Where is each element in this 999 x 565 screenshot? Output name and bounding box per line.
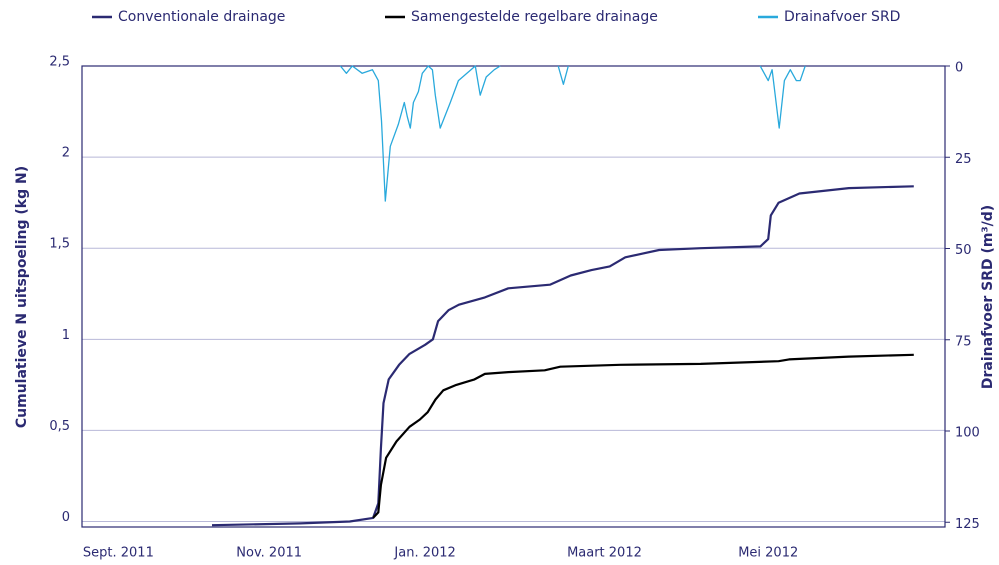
series-line bbox=[211, 185, 914, 527]
x-tick-label: Mei 2012 bbox=[738, 546, 798, 561]
x-tick-label: Nov. 2011 bbox=[236, 546, 302, 561]
plot-frame bbox=[81, 65, 946, 528]
legend-label: Drainafvoer SRD bbox=[784, 9, 900, 25]
y-tick-label: 2 bbox=[62, 146, 70, 161]
legend-label: Conventionale drainage bbox=[118, 9, 285, 25]
series-line bbox=[339, 65, 806, 202]
y2-tick-label: 100 bbox=[955, 426, 980, 441]
y2-tick-label: 75 bbox=[955, 334, 972, 349]
x-tick-label: Maart 2012 bbox=[567, 546, 642, 561]
y2-axis-label: Drainafvoer SRD (m³/d) bbox=[980, 205, 996, 389]
legend-label: Samengestelde regelbare drainage bbox=[411, 9, 658, 25]
y2-tick-label: 25 bbox=[955, 152, 972, 167]
x-tick-label: Jan. 2012 bbox=[393, 546, 455, 561]
y-tick-label: 0,5 bbox=[49, 419, 70, 434]
y-tick-label: 1 bbox=[62, 328, 70, 343]
y-axis-label: Cumulatieve N uitspoeling (kg N) bbox=[14, 166, 30, 428]
x-tick-label: Sept. 2011 bbox=[83, 546, 154, 561]
y-tick-label: 0 bbox=[62, 510, 70, 525]
y-tick-label: 2,5 bbox=[49, 55, 70, 70]
series-line bbox=[372, 353, 914, 519]
y2-tick-label: 50 bbox=[955, 243, 972, 258]
y-tick-label: 1,5 bbox=[49, 237, 70, 252]
y2-tick-label: 125 bbox=[955, 517, 980, 532]
y2-tick-label: 0 bbox=[955, 61, 963, 76]
